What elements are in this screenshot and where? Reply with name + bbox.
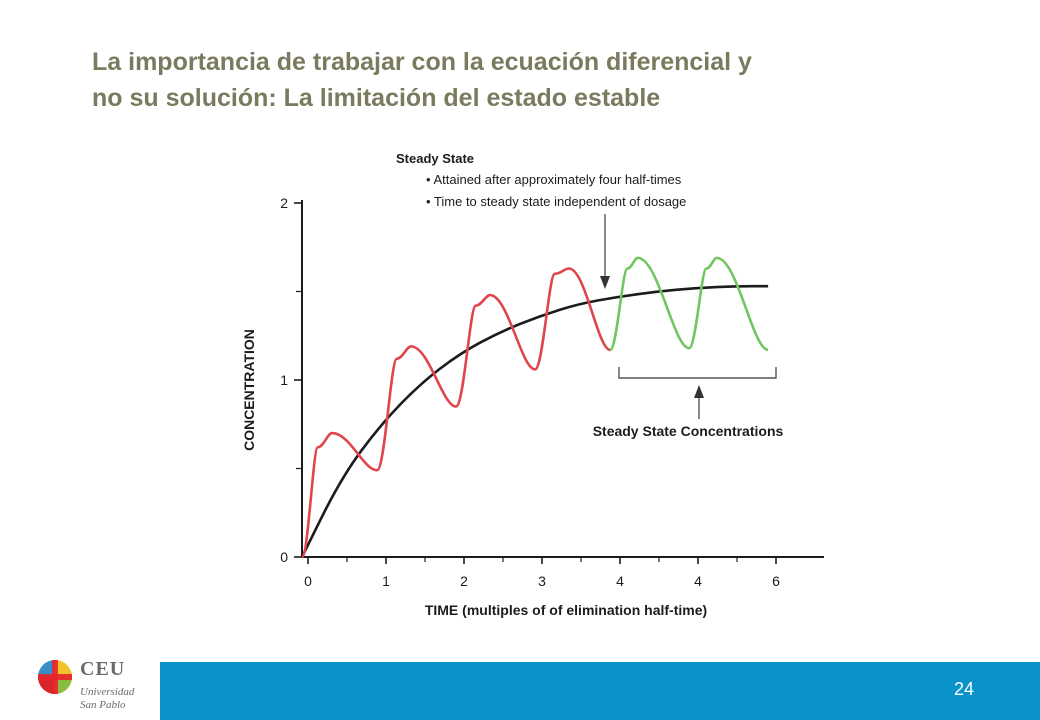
x-tick-label: 0 <box>304 573 312 589</box>
slide-title-line-2: no su solución: La limitación del estado… <box>92 84 661 112</box>
y-tick-label: 2 <box>280 195 288 211</box>
slide-title-line-1: La importancia de trabajar con la ecuaci… <box>92 48 752 76</box>
ceu-cross-icon <box>38 660 72 694</box>
logo-line-1: Universidad <box>80 686 135 698</box>
x-ticks: 0 1 2 3 4 4 6 <box>304 557 780 589</box>
dosing-concentration-curve <box>300 267 611 559</box>
logo-name: CEU <box>80 658 126 680</box>
page-number: 24 <box>953 679 974 699</box>
x-tick-label: 4 <box>694 573 702 589</box>
x-tick-label: 6 <box>772 573 780 589</box>
x-axis-label: TIME (multiples of of elimination half-t… <box>425 602 707 618</box>
y-ticks: 0 1 2 <box>280 195 302 565</box>
x-tick-label: 3 <box>538 573 546 589</box>
footer-bar: 24 <box>160 662 1040 720</box>
steady-state-point-1: • Attained after approximately four half… <box>426 172 682 187</box>
ceu-logo: CEU Universidad San Pablo <box>36 656 156 718</box>
average-concentration-curve <box>300 284 769 558</box>
y-tick-label: 1 <box>280 372 288 388</box>
steady-state-arrow-head <box>600 276 610 289</box>
steady-state-title: Steady State <box>396 151 474 166</box>
x-tick-label: 1 <box>382 573 390 589</box>
steady-state-concentration-curve <box>608 256 769 352</box>
steady-state-concentrations-label: Steady State Concentrations <box>593 423 784 439</box>
y-tick-label: 0 <box>280 549 288 565</box>
steady-state-point-2: • Time to steady state independent of do… <box>426 194 686 209</box>
bracket-arrow-head <box>694 385 704 398</box>
slide-title: La importancia de trabajar con la ecuaci… <box>92 44 992 116</box>
y-axis-label: CONCENTRATION <box>241 329 257 451</box>
logo-line-2: San Pablo <box>80 699 126 711</box>
x-tick-label: 2 <box>460 573 468 589</box>
steady-state-bracket <box>618 367 777 379</box>
x-tick-label: 4 <box>616 573 624 589</box>
concentration-chart: 0 1 2 3 4 4 6 0 1 2 TIME (multiples of of elimin… <box>241 151 824 618</box>
